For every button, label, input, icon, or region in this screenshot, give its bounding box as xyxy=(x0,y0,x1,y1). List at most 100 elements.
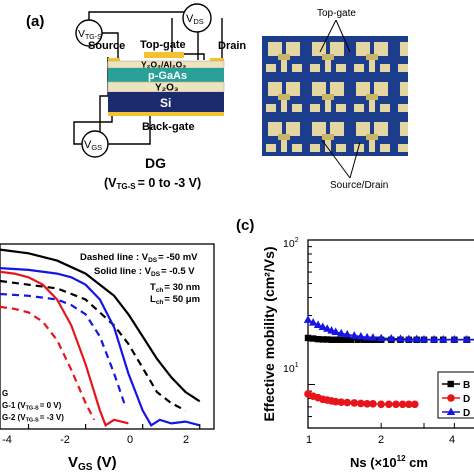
circle-marker xyxy=(369,400,377,408)
legend-label: D xyxy=(463,408,470,419)
tick-label: 2 xyxy=(378,434,384,446)
triangle-marker xyxy=(419,334,429,343)
top-gate-contact xyxy=(144,52,184,58)
circle-marker xyxy=(331,397,340,406)
blue-solid-curve xyxy=(0,267,200,427)
square-marker xyxy=(314,335,322,343)
triangle-marker xyxy=(412,334,421,343)
panel-c-plot xyxy=(303,239,474,428)
circle-marker xyxy=(350,399,359,407)
vds-source: VDS xyxy=(182,3,212,33)
circle-marker xyxy=(405,400,413,409)
circle-marker xyxy=(343,398,352,407)
tick-label: 0 xyxy=(127,434,133,446)
panel-b-key: G G-1 (VTG-S= 0 V) G-2 (VTG-S= -3 V) xyxy=(2,389,64,424)
key-1: G xyxy=(2,389,8,398)
tick-label: 1 xyxy=(306,434,312,446)
key-3: G-2 (VTG-S= -3 V) xyxy=(2,413,64,424)
panel-c-ylabel: Effective mobility (cm²/Vs) xyxy=(261,246,277,421)
y2o3-label: Y₂O₃ xyxy=(155,83,179,94)
triangle-marker xyxy=(356,331,366,340)
key-2: G-1 (VTG-S= 0 V) xyxy=(2,401,62,412)
device-stack xyxy=(107,52,225,116)
device-micrograph: Top-gate Source/Drain xyxy=(262,8,408,191)
square-marker xyxy=(309,335,317,342)
triangle-marker xyxy=(450,334,459,343)
triangle-marker xyxy=(308,318,318,326)
square-marker xyxy=(328,336,335,343)
dg-title: DG xyxy=(145,155,166,171)
panel-c-frame xyxy=(307,239,474,429)
back-gate-label: Back-gate xyxy=(142,121,195,133)
legend-square-marker xyxy=(447,380,454,388)
black-dashed-curve xyxy=(0,279,187,412)
panel-c: (c) Effective mobility (cm²/Vs) 102 101 … xyxy=(236,217,474,470)
triangle-marker xyxy=(362,332,372,341)
square-marker xyxy=(324,336,331,343)
square-marker xyxy=(332,336,339,343)
circle-marker xyxy=(357,399,365,408)
layer-pgaas xyxy=(108,68,224,82)
layer-si xyxy=(108,92,224,112)
legend-solid: Solid line : VDS= -0.5 V xyxy=(94,266,195,278)
back-gate-contact xyxy=(108,112,224,116)
legend-label: B xyxy=(463,380,470,391)
triangle-marker xyxy=(396,334,405,342)
square-marker xyxy=(341,336,349,343)
triangle-marker xyxy=(429,334,439,343)
triangle-marker xyxy=(343,329,352,338)
square-marker xyxy=(354,336,361,343)
panel-a-label: (a) xyxy=(26,13,44,30)
legend-circle-marker xyxy=(447,394,455,402)
circle-marker xyxy=(363,400,371,408)
red-solid-curve xyxy=(0,270,129,427)
panel-c-xticks: 1 2 4 xyxy=(306,434,455,446)
si-label: Si xyxy=(160,96,171,110)
panel-c-legend: BDD xyxy=(442,380,470,419)
legend-dashed: Dashed line : VDS= -50 mV xyxy=(80,252,198,264)
tick-label: 2 xyxy=(183,434,189,446)
triangle-marker xyxy=(323,324,332,332)
panel-b: Dashed line : VDS= -50 mV Solid line : V… xyxy=(0,243,215,473)
drain-label: Drain xyxy=(218,40,246,52)
triangle-marker xyxy=(376,333,386,342)
triangle-marker xyxy=(337,328,346,337)
legend-label: D xyxy=(463,394,470,405)
circle-marker xyxy=(398,400,407,409)
ytick-top: 102 xyxy=(283,237,299,250)
triangle-marker xyxy=(439,334,448,343)
triangle-marker xyxy=(303,315,313,323)
panel-c-xlabel: Ns (×1012 cm xyxy=(350,454,428,470)
circle-marker xyxy=(385,400,393,409)
triangle-marker xyxy=(313,320,323,329)
panel-c-legend-box xyxy=(437,371,474,419)
lch-label: Lch= 50 μm xyxy=(150,294,200,306)
circle-marker xyxy=(411,400,419,409)
tch-label: Tch= 30 nm xyxy=(150,282,200,294)
panel-b-xticks: -4 -2 0 2 xyxy=(2,434,189,446)
oxide-label: Y₂O₃/Al₂O₃ xyxy=(141,60,186,70)
triangle-marker xyxy=(387,334,396,342)
source-label: Source xyxy=(88,40,125,52)
ytick-mid: 101 xyxy=(283,362,299,375)
panel-c-label: (c) xyxy=(236,217,254,234)
triangle-marker xyxy=(318,322,327,330)
circle-marker xyxy=(392,400,400,409)
triangle-marker xyxy=(331,327,340,335)
square-marker xyxy=(336,336,343,343)
panel-b-frame xyxy=(0,243,215,430)
circle-marker xyxy=(377,400,385,409)
circle-marker xyxy=(337,398,346,406)
panel-b-plot xyxy=(0,248,201,429)
micro-sourcedrain-label: Source/Drain xyxy=(330,180,388,191)
square-marker xyxy=(319,336,326,343)
blue-dashed-curve xyxy=(0,292,127,408)
panel-b-xlabel: VGS (V) xyxy=(68,454,117,473)
triangle-marker xyxy=(368,333,378,341)
circuit-wires xyxy=(73,11,223,146)
panel-a: (a) VTG-S VDS VGS xyxy=(26,3,408,191)
tick-label: -2 xyxy=(60,434,70,446)
svg-text:VDS: VDS xyxy=(186,13,204,26)
black-solid-curve xyxy=(0,248,201,403)
